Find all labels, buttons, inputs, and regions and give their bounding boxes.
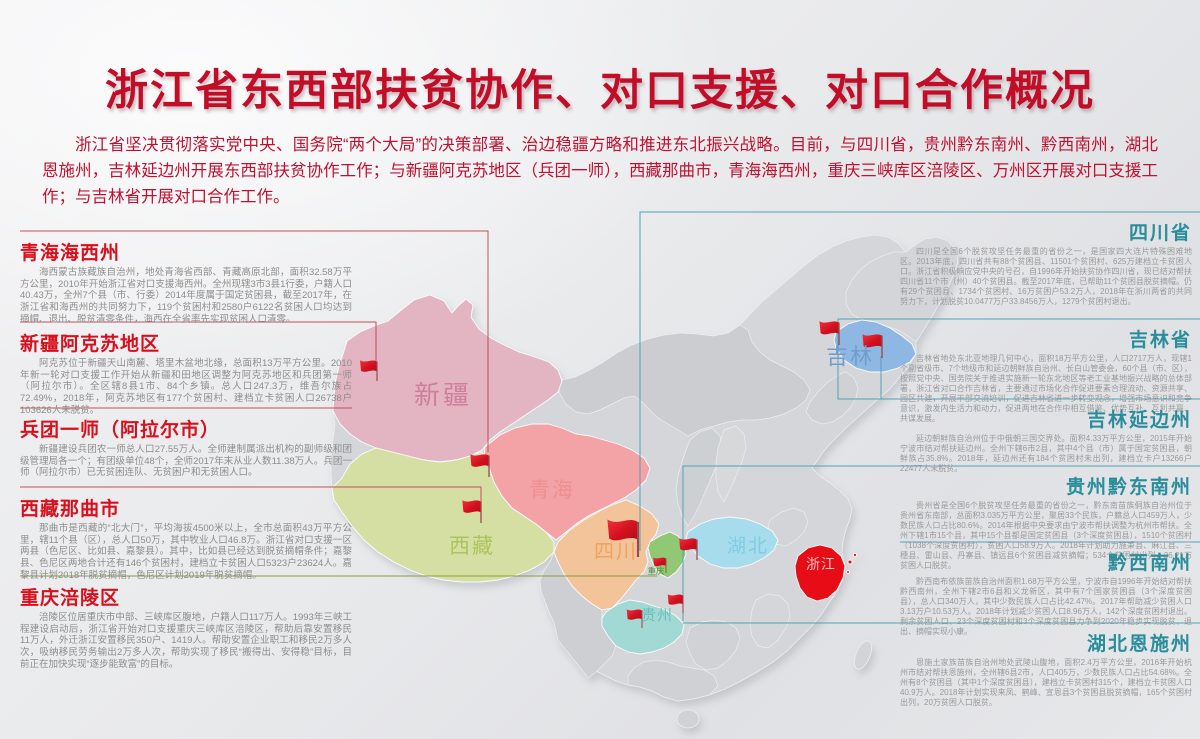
panel-body: 吉林省地处东北亚地理几何中心，面积18万平方公里，人口2717万人，现辖1个副省… [900, 354, 1192, 423]
panel-hubei-enshi: 湖北恩施州 恩施土家族苗族自治州地处武陵山腹地，面积2.4万平方公里，2016年… [900, 624, 1192, 708]
panel-body: 恩施土家族苗族自治州地处武陵山腹地，面积2.4万平方公里，2016年开始杭州市结… [900, 658, 1192, 707]
map-label-sichuan: 四川 [594, 541, 638, 563]
panel-bingtuan-alaer: 兵团一师（阿拉尔市） 新疆建设兵团农一师总人口27.55万人。全师建制属派出机构… [20, 408, 352, 479]
panel-body: 四川是全国6个脱贫攻坚任务最重的省份之一，是国家四大连片特殊困难地区。2013年… [900, 247, 1192, 306]
panel-title: 湖北恩施州 [1086, 634, 1192, 655]
page-title: 浙江省东西部扶贫协作、对口支援、对口合作概况 [105, 67, 1095, 115]
right-connector-lines [639, 211, 1200, 624]
island-taiwan [854, 640, 872, 670]
interior-provinces [539, 236, 959, 702]
panel-jilin-yanbian: 吉林延边州 延边朝鲜族自治州位于中俄朝三国交界处。面积4.33万平方公里，201… [900, 400, 1192, 474]
map-label-guizhou: 贵州 [641, 607, 673, 624]
province-qinghai [483, 423, 651, 541]
panel-title: 青海海西州 [20, 243, 121, 264]
panel-body: 涪陵区位居重庆市中部、三峡库区腹地，户籍人口117万人。1993年三峡工程建设启… [20, 612, 352, 670]
panel-body: 那曲市是西藏的“北大门”，平均海拔4500米以上，全市总面积43万平方公里，辖1… [20, 523, 352, 581]
province-labels: 新疆 青海 西藏 四川 重庆 贵州 湖北 吉林 浙江 [414, 344, 874, 624]
panel-sichuan: 四川省 四川是全国6个脱贫攻坚任务最重的省份之一，是国家四大连片特殊困难地区。2… [900, 213, 1192, 307]
panel-xinjiang-aksu: 新疆阿克苏地区 阿克苏位于新疆天山南麓、塔里木盆地北缘，总面积13万平方公里。2… [20, 322, 352, 417]
panel-guizhou-qiandongnan: 贵州黔东南州 贵州省是全国6个脱贫攻坚任务最重的省份之一，黔东南苗族侗族自治州位… [900, 467, 1192, 571]
map-label-chongqing: 重庆 [647, 566, 665, 576]
zhejiang-islet [846, 570, 850, 574]
island-hainan [676, 709, 700, 729]
map-label-hubei: 湖北 [727, 535, 769, 557]
map-label-xizang: 西藏 [449, 535, 495, 558]
province-zhejiang [794, 544, 846, 602]
china-map [330, 234, 959, 729]
connector-jilin-box [837, 318, 1200, 400]
panel-title: 新疆阿克苏地区 [20, 334, 161, 355]
map-label-zhejiang: 浙江 [806, 556, 836, 572]
connector-qiandongnan [682, 465, 1200, 621]
map-label-jilin: 吉林 [826, 344, 874, 369]
panel-body: 贵州省是全国6个脱贫攻坚任务最重的省份之一，黔东南苗族侗族自治州位于贵州省东南部… [900, 501, 1192, 570]
panel-xizang-naqu: 西藏那曲市 那曲市是西藏的“北大门”，平均海拔4500米以上，全市总面积43万平… [20, 487, 352, 582]
province-chongqing [647, 531, 687, 579]
panel-title: 黔西南州 [1107, 553, 1192, 574]
panel-body: 新疆建设兵团农一师总人口27.55万人。全师建制属派出机构的副师级和团级管理局各… [20, 444, 352, 479]
province-guizhou [601, 599, 685, 655]
zhejiang-islet [852, 552, 858, 558]
connector-aksu [20, 321, 377, 370]
panel-body: 黔西南布依族苗族自治州面积1.68万平方公里，宁波市自1996年开始结对帮扶黔西… [900, 577, 1192, 636]
panel-title: 吉林省 [1128, 330, 1192, 351]
panel-qinghai-haixi: 青海海西州 海西蒙古族藏族自治州，地处青海省西部、青藏高原北部，面积32.58万… [20, 231, 352, 326]
connector-sichuan [639, 211, 1200, 551]
highlighted-provinces [331, 294, 917, 655]
panel-title: 四川省 [1128, 223, 1192, 244]
map-label-qinghai: 青海 [529, 479, 575, 502]
province-xinjiang [332, 294, 563, 463]
panel-body: 海西蒙古族藏族自治州，地处青海省西部、青藏高原北部，面积32.58万平方公里，2… [20, 267, 352, 325]
panel-body: 阿克苏位于新疆天山南麓、塔里木盆地北缘，总面积13万平方公里。2010年新一轮对… [20, 358, 352, 416]
panel-title: 西藏那曲市 [20, 499, 121, 520]
panel-title: 兵团一师（阿拉尔市） [20, 420, 221, 441]
connector-qinghai-haixi [20, 230, 489, 452]
panel-body: 延边朝鲜族自治州位于中俄朝三国交界处。面积4.33万平方公里，2015年开始宁波… [900, 434, 1192, 473]
panel-title: 重庆涪陵区 [20, 588, 121, 609]
panel-title: 贵州黔东南州 [1065, 477, 1192, 498]
left-connector-lines [20, 230, 657, 577]
panel-jilin: 吉林省 吉林省地处东北亚地理几何中心，面积18万平方公里，人口2717万人，现辖… [900, 320, 1192, 424]
map-label-xinjiang: 新疆 [414, 380, 472, 410]
zhejiang-islet [847, 559, 853, 565]
intro-paragraph: 浙江省坚决贯彻落实党中央、国务院“两个大局”的决策部署、治边稳疆方略和推进东北振… [42, 136, 1158, 206]
panel-chongqing-fuling: 重庆涪陵区 涪陵区位居重庆市中部、三峡库区腹地，户籍人口117万人。1993年三… [20, 576, 352, 671]
panel-qianxinan: 黔西南州 黔西南布依族苗族自治州面积1.68万平方公里，宁波市自1996年开始结… [900, 543, 1192, 637]
panel-title: 吉林延边州 [1086, 410, 1192, 431]
